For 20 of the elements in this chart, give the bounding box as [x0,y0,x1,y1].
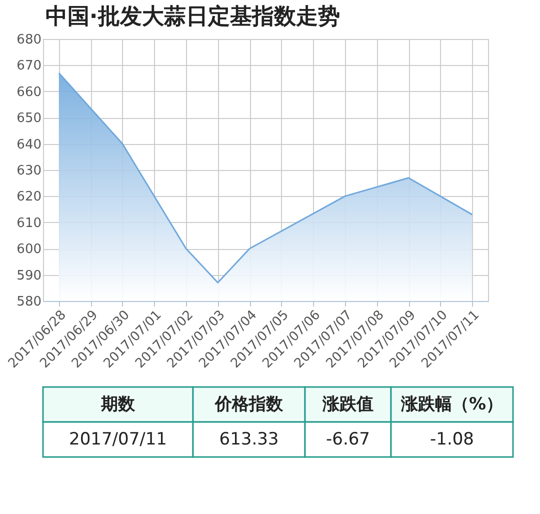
text: 2017/07/11 [69,430,167,450]
y-tick-label: 680 [16,32,42,48]
text: -1.08 [430,430,474,450]
y-tick-label: 620 [16,190,42,205]
y-tick-label: 660 [16,84,42,100]
text: 涨跌幅（%） [400,394,504,414]
y-tick-label: 650 [16,111,42,126]
y-tick-label: 610 [16,216,42,231]
text: 涨跌值 [322,394,374,414]
y-tick-label: 590 [16,268,42,284]
text: 613.33 [219,430,279,450]
y-tick-label: 640 [16,137,42,152]
y-tick-label: 630 [16,164,42,178]
text: -6.67 [326,430,370,450]
y-tick-label: 670 [16,58,42,74]
y-tick-label: 600 [16,242,42,258]
text: 期数 [100,394,136,414]
text: 价格指数 [214,394,284,414]
chart-title: 中国·批发大蒜日定基指数走势 [45,4,340,30]
y-tick-label: 580 [16,294,42,310]
